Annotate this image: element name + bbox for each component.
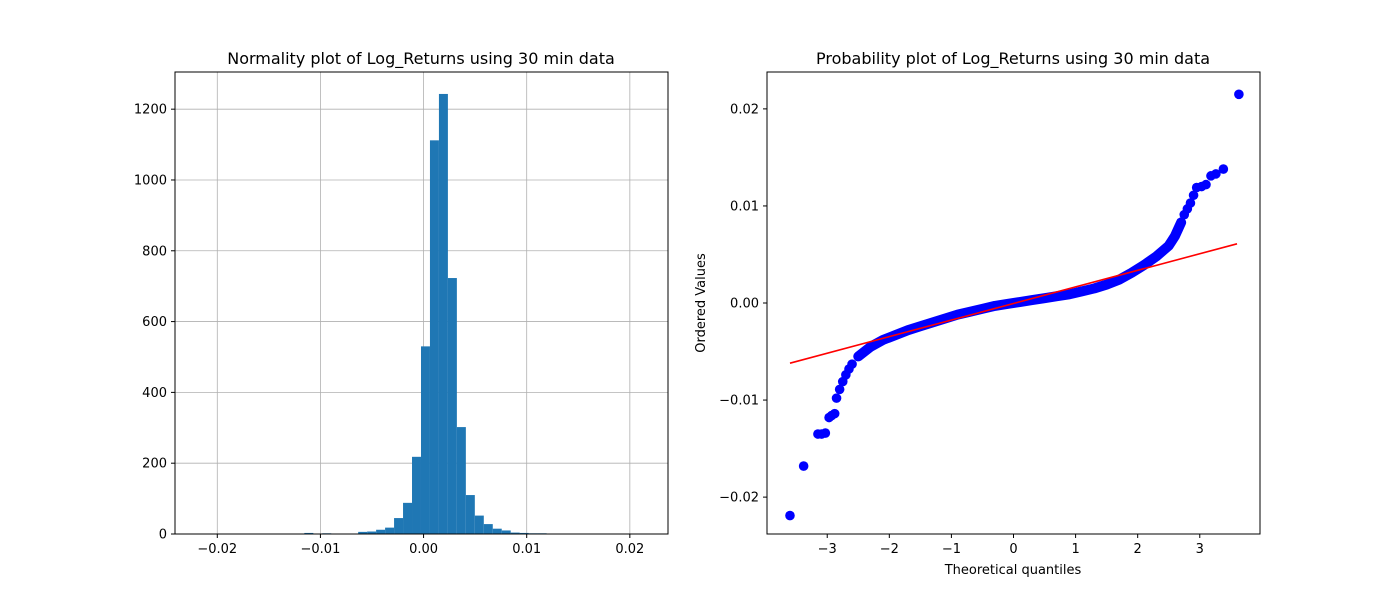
probability-point (1176, 217, 1186, 227)
histogram-bar (447, 278, 457, 534)
histogram-y-tick-label: 1200 (134, 103, 167, 118)
histogram-bar (465, 495, 475, 534)
histogram-bar (412, 456, 421, 534)
histogram-bar (358, 531, 368, 534)
histogram-bar (304, 532, 314, 534)
histogram-panel: −0.02 −0.01 0.00 0.01 0.02 0 200 400 600 800 1000… (134, 49, 669, 557)
histogram-y-ticks: 0 200 400 600 800 1000 1200 (134, 103, 175, 543)
histogram-y-tick-label: 200 (142, 457, 167, 472)
probability-title: Probability plot of Log_Returns using 30… (816, 49, 1210, 69)
probability-x-tick-label: 0 (1009, 542, 1017, 557)
probability-point (831, 393, 842, 403)
histogram-bar (501, 530, 511, 534)
probability-x-tick-label: 1 (1071, 542, 1079, 557)
probability-x-tick-label: 3 (1196, 542, 1204, 557)
probability-point (1188, 190, 1199, 201)
histogram-bar (394, 518, 404, 534)
histogram-bar (438, 93, 448, 534)
probability-point (798, 461, 809, 471)
probability-x-tick-label: −1 (942, 542, 961, 557)
histogram-bar (456, 427, 466, 534)
probability-point (1201, 179, 1211, 190)
histogram-bars (196, 93, 655, 535)
probability-point (1089, 283, 1099, 293)
histogram-bar (519, 532, 529, 534)
histogram-grid (175, 72, 668, 535)
probability-y-tick-label: −0.02 (719, 491, 759, 506)
histogram-bar (429, 140, 439, 535)
probability-point (1211, 169, 1221, 179)
histogram-x-ticks: −0.02 −0.01 0.00 0.01 0.02 (197, 534, 644, 557)
probability-plot-panel: −3 −2 −1 0 1 2 3 −0.02 −0.01 0.00 0.01 0.02 Probab… (694, 49, 1261, 578)
probability-x-tick-label: 2 (1134, 542, 1142, 557)
probability-point (785, 510, 795, 521)
probability-point (847, 359, 857, 369)
histogram-y-tick-label: 400 (142, 386, 167, 401)
probability-x-tick-label: −2 (880, 542, 899, 557)
probability-point (1173, 224, 1183, 234)
probability-point (1114, 275, 1124, 285)
probability-x-tick-label: −3 (818, 542, 837, 557)
histogram-x-tick-label: −0.02 (197, 542, 237, 557)
histogram-x-tick-label: 0.01 (512, 542, 541, 557)
probability-point (1064, 289, 1074, 299)
probability-y-ticks: −0.02 −0.01 0.00 0.01 0.02 (719, 102, 767, 506)
probability-y-tick-label: 0.00 (730, 297, 759, 312)
probability-point (1151, 251, 1161, 261)
probability-points (785, 89, 1244, 521)
histogram-axes-frame (174, 71, 669, 535)
probability-x-ticks: −3 −2 −1 0 1 2 3 (818, 534, 1204, 557)
probability-point (834, 384, 845, 395)
probability-x-axis-label: Theoretical quantiles (944, 563, 1082, 578)
histogram-bar (385, 527, 395, 534)
probability-point (820, 428, 831, 438)
probability-point (829, 408, 840, 419)
probability-point (1185, 198, 1196, 208)
probability-point (1234, 89, 1244, 100)
probability-point (866, 342, 876, 352)
histogram-bar (403, 502, 413, 534)
histogram-y-tick-label: 600 (142, 315, 167, 330)
probability-fit-line-group (789, 243, 1238, 364)
histogram-bar (367, 531, 377, 534)
probability-point (853, 351, 863, 361)
histogram-x-tick-label: 0.00 (409, 542, 438, 557)
probability-point (1077, 286, 1087, 296)
probability-fit-line (789, 243, 1238, 364)
probability-point (1102, 280, 1112, 290)
histogram-bar (483, 524, 493, 534)
histogram-y-tick-label: 1000 (134, 173, 167, 188)
histogram-bar (376, 529, 386, 534)
histogram-title: Normality plot of Log_Returns using 30 m… (227, 49, 615, 69)
histogram-bar (510, 532, 520, 534)
probability-y-tick-label: 0.02 (730, 102, 759, 117)
probability-y-axis-label: Ordered Values (694, 253, 709, 353)
histogram-bar (420, 346, 430, 534)
probability-point (953, 310, 963, 320)
histogram-bar (474, 515, 484, 534)
probability-y-tick-label: 0.01 (730, 199, 759, 214)
probability-point (1218, 164, 1229, 174)
histogram-x-tick-label: 0.02 (615, 542, 644, 557)
histogram-bar (492, 528, 502, 534)
histogram-y-tick-label: 800 (142, 244, 167, 259)
probability-point (1170, 231, 1180, 241)
histogram-x-tick-label: −0.01 (301, 542, 341, 557)
probability-y-tick-label: −0.01 (719, 394, 759, 409)
probability-point (1052, 291, 1062, 301)
histogram-y-tick-label: 0 (159, 528, 167, 543)
